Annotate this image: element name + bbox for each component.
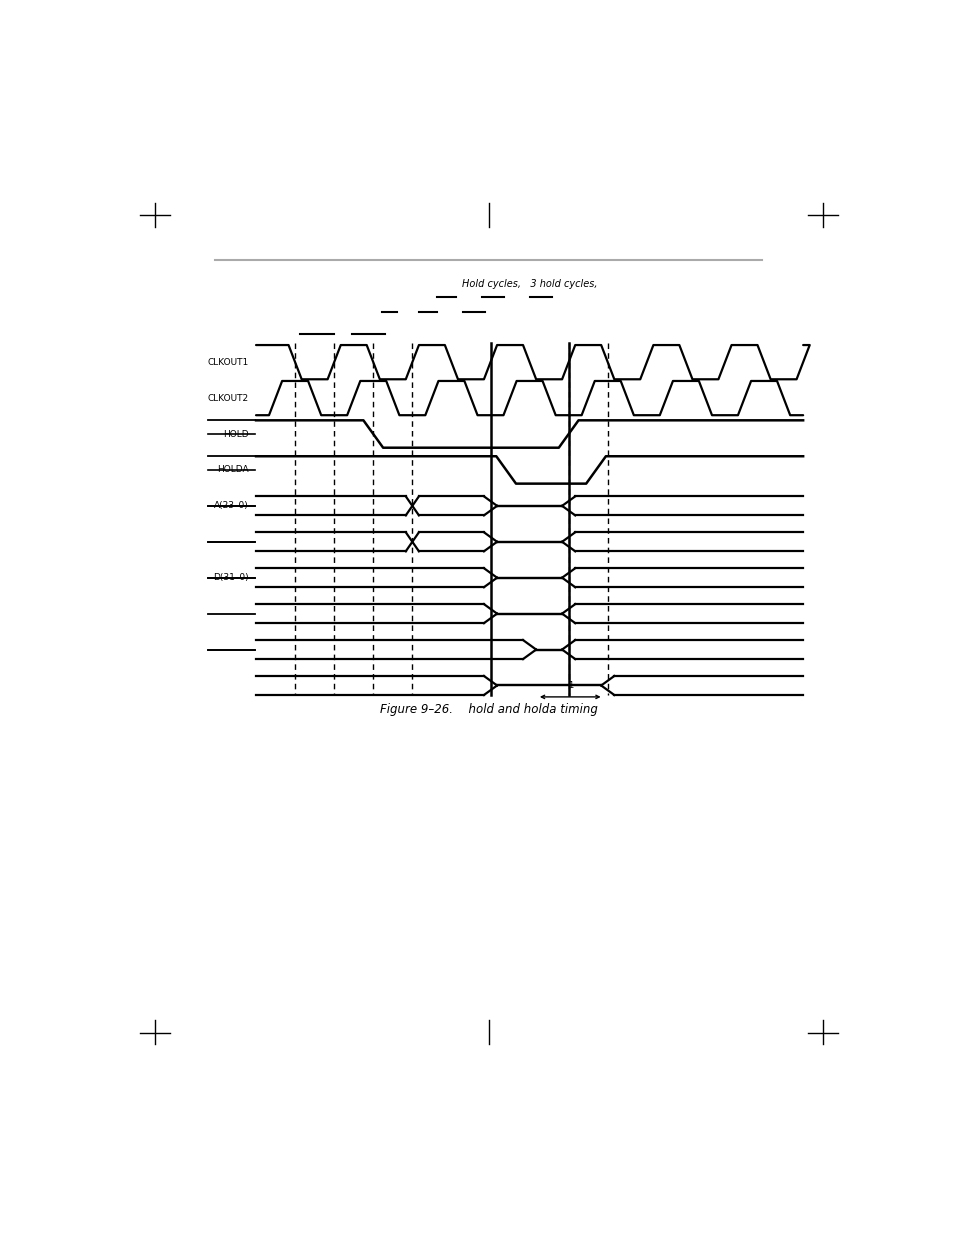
Text: Hold cycles,   3 hold cycles,: Hold cycles, 3 hold cycles, bbox=[461, 279, 597, 289]
Text: Figure 9–26.  hold and holda timing: Figure 9–26. hold and holda timing bbox=[379, 703, 598, 716]
Text: CLKOUT2: CLKOUT2 bbox=[208, 394, 249, 403]
Text: HOLDA: HOLDA bbox=[216, 466, 249, 474]
Text: A(23–0): A(23–0) bbox=[213, 501, 249, 510]
Text: D(31–0): D(31–0) bbox=[213, 573, 249, 582]
Text: HOLD: HOLD bbox=[223, 430, 249, 438]
Text: 1: 1 bbox=[567, 682, 573, 690]
Text: CLKOUT1: CLKOUT1 bbox=[207, 358, 249, 367]
